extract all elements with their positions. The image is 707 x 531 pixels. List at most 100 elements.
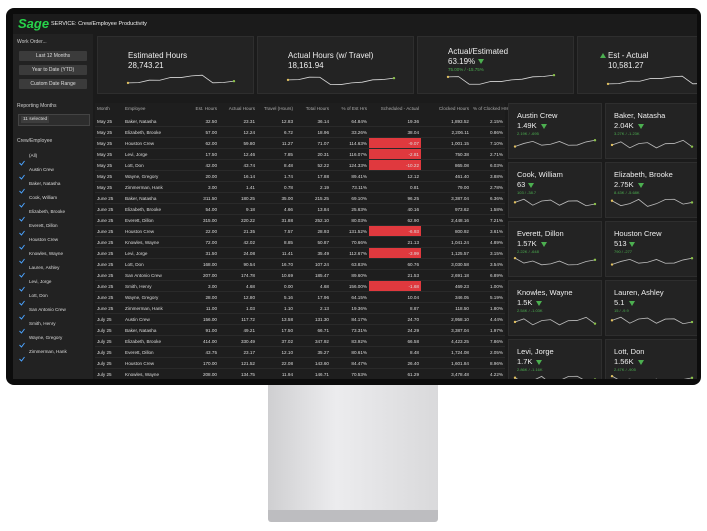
crew-name: Everett, Dillon [29, 223, 58, 228]
card-subtitle: 2.86K / -1.16K [517, 367, 543, 372]
table-cell: 7.10% [489, 140, 503, 146]
logo: Sage [18, 16, 50, 31]
employee-card[interactable]: Austin Crew 1.49K 2.19K / -695 [508, 103, 602, 159]
employee-card[interactable]: Everett, Dillon 1.57K 2.22K / -648 [508, 221, 602, 277]
table-cell: -9.07 [408, 140, 419, 146]
table-cell: 19.36 [407, 118, 420, 124]
crew-checkbox[interactable]: Cook, William [17, 193, 89, 208]
table-cell: 13.84 [317, 206, 330, 212]
table-cell: 0.86% [489, 129, 503, 135]
crew-checkbox[interactable]: Zimmerman, Hank [17, 347, 89, 362]
check-icon [19, 181, 25, 194]
table-cell: 70.53% [351, 371, 367, 377]
check-icon [19, 321, 25, 334]
check [19, 272, 25, 278]
sparkline [513, 139, 597, 148]
date-button[interactable]: Year to Date (YTD) [19, 65, 87, 75]
check [19, 258, 25, 264]
employee-card[interactable]: Lauren, Ashley 5.1 15 / -9.9 [605, 280, 697, 336]
employee-card[interactable]: Levi, Jorge 1.7K 2.86K / -1.16K [508, 339, 602, 379]
table-cell: Everett, Dillon [125, 217, 154, 223]
table-cell: July 25 [97, 349, 112, 355]
crew-checkbox[interactable]: Austin Crew [17, 165, 89, 180]
table-cell: 4.89% [489, 239, 503, 245]
employee-card[interactable]: Houston Crew 513 790 / -277 [605, 221, 697, 277]
row-divider [95, 159, 505, 160]
crew-name: San Antonio Crew [29, 307, 66, 312]
table-cell: 5.16 [284, 294, 293, 300]
check-icon [19, 223, 25, 236]
crew-checkbox[interactable]: Smith, Henry [17, 319, 89, 334]
row-divider [95, 214, 505, 215]
kpi-tile: Est - Actual 10,581.27 [577, 36, 697, 94]
table-cell: 69.10% [351, 195, 367, 201]
row-divider [95, 280, 505, 281]
table-cell: 346.05 [454, 294, 469, 300]
sidebar: Work Order... Last 12 Months Year to Date … [13, 34, 93, 379]
row-divider [95, 137, 505, 138]
card-value: 1.49K [517, 121, 537, 130]
date-button[interactable]: Last 12 Months [19, 51, 87, 61]
crew-checkbox[interactable]: Lauren, Ashley [17, 263, 89, 278]
crew-name: Houston Crew [29, 237, 59, 242]
employee-card[interactable]: Knowles, Wayne 1.5K 2.54K / -1.03K [508, 280, 602, 336]
table-cell: 17.50 [205, 151, 218, 157]
table-cell: 4.22% [489, 371, 503, 377]
check-icon [19, 195, 25, 208]
card-subtitle: 103 / -38.7 [517, 190, 537, 195]
sparkline [286, 76, 396, 85]
table-cell: 2.05% [489, 349, 503, 355]
employee-card[interactable]: Lott, Don 1.56K 2.47K / -905 [605, 339, 697, 379]
table-cell: 8.48 [284, 162, 293, 168]
card-subtitle: 2.22K / -648 [517, 249, 539, 254]
card-name: Baker, Natasha [614, 111, 666, 120]
table-cell: -2.81 [408, 151, 419, 157]
table-cell: 1,125.57 [451, 250, 469, 256]
check-icon [19, 265, 25, 278]
down-arrow [536, 300, 543, 306]
crew-name: Smith, Henry [29, 321, 56, 326]
employee-card[interactable]: Elizabeth, Brooke 2.75K 8.43K / -5.68K [605, 162, 697, 218]
crew-checkbox[interactable]: Wayne, Gregory [17, 333, 89, 348]
table-cell: -1.68 [408, 283, 419, 289]
table-cell: July 25 [97, 371, 112, 377]
employee-card[interactable]: Baker, Natasha 2.04K 3.27K / -1.23K [605, 103, 697, 159]
table-cell: 973.62 [454, 206, 469, 212]
table-cell: 12.10 [281, 349, 294, 355]
card-name: Lott, Don [614, 347, 645, 356]
crew-name: Zimmerman, Hank [29, 349, 67, 354]
table-cell: June 25 [97, 294, 114, 300]
crew-checkbox[interactable]: San Antonio Crew [17, 305, 89, 320]
table-cell: -3.99 [408, 250, 419, 256]
table-cell: 1,601.84 [451, 360, 469, 366]
table-cell: 3,387.04 [451, 195, 469, 201]
column-header: Actual Hours [228, 106, 255, 111]
crew-checkbox[interactable]: Houston Crew [17, 235, 89, 250]
negative-highlight [369, 160, 421, 170]
kpi-title: Est - Actual [608, 51, 649, 60]
table-cell: 2.13 [320, 305, 329, 311]
employee-card[interactable]: Cook, William 63 103 / -38.7 [508, 162, 602, 218]
down-arrow [527, 182, 534, 188]
table-cell: 16.70 [281, 261, 294, 267]
crew-checkbox[interactable]: (All) [17, 151, 89, 166]
crew-checkbox[interactable]: Knowles, Wayne [17, 249, 89, 264]
down-arrow [540, 241, 547, 247]
crew-checkbox[interactable]: Lott, Don [17, 291, 89, 306]
sparkline [513, 198, 597, 207]
month-dropdown[interactable]: 11 selected [18, 114, 90, 126]
table-cell: 156.00% [348, 283, 367, 289]
crew-checkbox[interactable]: Levi, Jorge [17, 277, 89, 292]
crew-checkbox[interactable]: Elizabeth, Brooke [17, 207, 89, 222]
table-cell: 22.08 [281, 360, 294, 366]
table-cell: 7.85 [284, 151, 293, 157]
crew-checkbox[interactable]: Everett, Dillon [17, 221, 89, 236]
crew-checkbox[interactable]: Baker, Natasha [17, 179, 89, 194]
card-subtitle: 2.47K / -905 [614, 367, 636, 372]
table-cell: Levi, Jorge [125, 151, 148, 157]
table-cell: 35.27 [317, 349, 330, 355]
date-button[interactable]: Custom Date Range [19, 79, 87, 89]
column-header: Scheduled - Actual [380, 106, 419, 111]
table-cell: 24.29 [407, 327, 420, 333]
table-cell: -6.93 [408, 228, 419, 234]
